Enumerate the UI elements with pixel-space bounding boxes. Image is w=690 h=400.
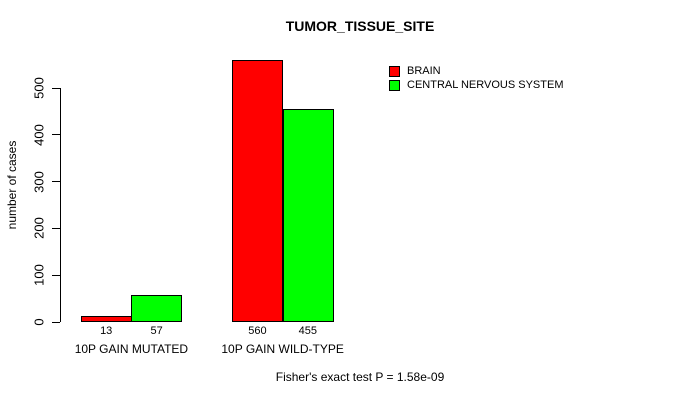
y-axis-line <box>60 88 61 322</box>
legend-color-swatch <box>389 66 400 77</box>
y-tick-label: 500 <box>31 77 47 99</box>
bar-value-label: 455 <box>298 325 317 337</box>
y-tick <box>52 134 60 136</box>
y-tick <box>52 274 60 276</box>
bar-value-label: 560 <box>248 325 267 337</box>
legend-item-central-nervous-system: CENTRAL NERVOUS SYSTEM <box>389 80 563 91</box>
chart-title: TUMOR_TISSUE_SITE <box>285 18 435 34</box>
bar-brain <box>81 315 132 322</box>
bar-value-label: 57 <box>150 325 163 337</box>
annotation-fisher-test: Fisher's exact test P = 1.58e-09 <box>275 370 445 384</box>
y-tick-label: 0 <box>31 318 47 326</box>
legend-item-brain: BRAIN <box>389 66 563 77</box>
x-category-label: 10P GAIN WILD-TYPE <box>221 342 344 356</box>
bar-central-nervous-system <box>282 109 334 322</box>
y-tick-label: 200 <box>31 217 47 240</box>
y-tick-label: 400 <box>31 123 47 146</box>
legend-label: BRAIN <box>407 65 441 77</box>
legend-label: CENTRAL NERVOUS SYSTEM <box>407 79 564 91</box>
x-category-label: 10P GAIN MUTATED <box>74 342 189 356</box>
y-tick <box>52 181 60 183</box>
y-tick-label: 300 <box>31 170 47 193</box>
y-tick <box>52 321 60 323</box>
legend: BRAIN CENTRAL NERVOUS SYSTEM <box>389 66 563 91</box>
bar-value-label: 13 <box>100 325 113 337</box>
y-tick-label: 100 <box>31 264 47 287</box>
y-tick <box>52 227 60 229</box>
y-tick <box>52 87 60 89</box>
legend-color-swatch <box>389 80 400 91</box>
bar-brain <box>232 59 284 322</box>
bar-central-nervous-system <box>131 295 183 322</box>
